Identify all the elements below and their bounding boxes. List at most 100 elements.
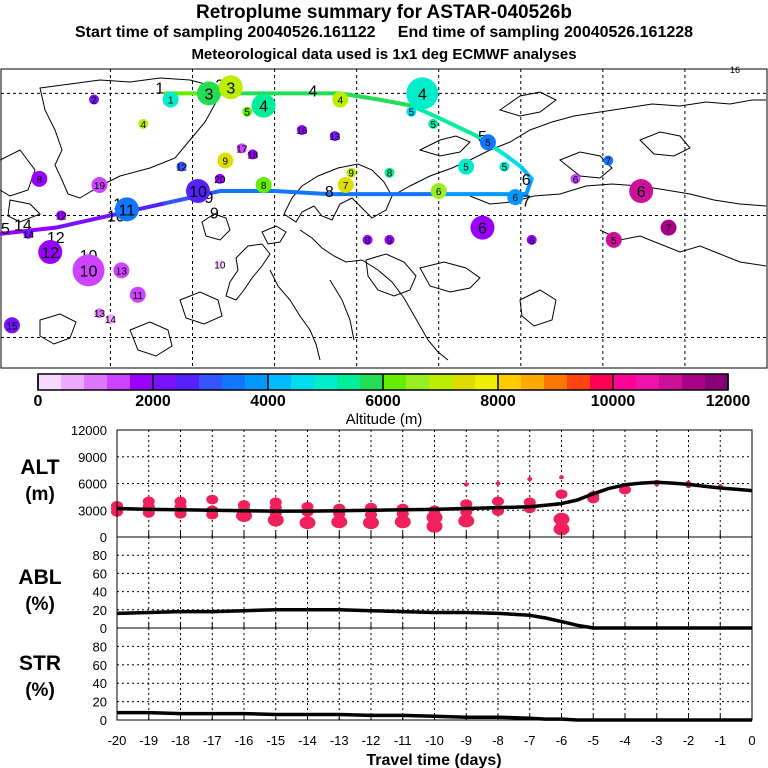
altitude-scatter-point — [174, 496, 187, 507]
trajectory-segment — [376, 97, 414, 108]
cluster-label: 6 — [573, 175, 579, 186]
cluster-marker — [217, 152, 234, 169]
colorbar-swatch — [107, 374, 131, 390]
cluster-label: 4 — [337, 96, 343, 107]
y-tick-label: 40 — [93, 585, 107, 600]
cluster-marker — [337, 176, 354, 193]
cluster-label: 12 — [56, 211, 68, 222]
x-tick-label: -15 — [266, 733, 285, 748]
cluster-marker — [89, 94, 100, 105]
cluster-marker — [138, 118, 149, 129]
cluster-label: 12 — [41, 245, 59, 262]
x-tick-label: -11 — [394, 733, 412, 748]
cluster-marker — [362, 234, 373, 245]
cluster-label: 20 — [214, 175, 226, 186]
cluster-label: 4 — [418, 86, 427, 103]
cluster-label: 15 — [6, 321, 18, 332]
colorbar-swatch — [406, 374, 430, 390]
str-panel-label: STR — [19, 652, 61, 675]
cluster-label: 14 — [105, 315, 117, 326]
trajectory-segment — [272, 189, 332, 197]
altitude-scatter-point — [269, 497, 282, 508]
cluster-label: 12 — [176, 163, 188, 174]
trajectory-day-label: 6 — [522, 172, 531, 189]
cluster-marker — [196, 81, 221, 106]
colorbar-swatch — [245, 374, 269, 390]
colorbar-swatch — [567, 374, 591, 390]
trajectory-segment — [338, 91, 381, 102]
colorbar-swatch — [268, 374, 292, 390]
trajectory-segment — [53, 213, 113, 230]
colorbar-swatch — [176, 374, 200, 390]
cluster-label: 7 — [666, 224, 672, 235]
x-tick-label: -7 — [524, 733, 536, 748]
cluster-label: 3 — [204, 86, 213, 103]
altitude-scatter-point — [460, 499, 473, 509]
cluster-label: 13 — [329, 132, 341, 143]
cluster-marker — [406, 77, 439, 110]
cluster-marker — [218, 75, 243, 100]
series-line — [116, 480, 753, 513]
colorbar-swatch — [222, 374, 246, 390]
colorbar-swatch — [659, 374, 683, 390]
colorbar-swatch — [84, 374, 108, 390]
y-tick-label: 40 — [93, 676, 107, 691]
cluster-marker — [129, 286, 146, 303]
cluster-marker — [214, 259, 225, 270]
cluster-label: 9 — [348, 169, 354, 180]
x-tick-label: -17 — [203, 733, 222, 748]
x-tick-label: -6 — [556, 733, 568, 748]
x-tick-label: -3 — [651, 733, 663, 748]
x-tick-label: -5 — [587, 733, 599, 748]
altitude-scatter-point — [426, 510, 443, 524]
y-tick-label: 0 — [100, 713, 107, 728]
y-tick-label: 0 — [100, 530, 107, 545]
trajectory-day-label: 15 — [0, 221, 10, 238]
x-axis-title: Travel time (days) — [366, 752, 501, 768]
x-tick-label: -9 — [460, 733, 472, 748]
cluster-marker — [428, 118, 439, 129]
cluster-label: 8 — [37, 175, 43, 186]
cluster-marker — [499, 161, 510, 172]
panel-1: 0 20 40 60 80 — [93, 536, 753, 636]
altitude-scatter-point — [463, 482, 469, 487]
cluster-label: 9 — [223, 157, 229, 168]
colorbar-swatch — [705, 374, 729, 390]
colorbar-swatch — [314, 374, 338, 390]
cluster-label: 18 — [247, 150, 259, 161]
altitude-colorbar: 0 2000 4000 6000 8000 10000 12000 — [34, 373, 751, 410]
cluster-label: 4 — [140, 120, 146, 131]
cluster-marker — [185, 179, 210, 204]
chart-title: Retroplume summary for ASTAR-040526b — [196, 2, 572, 23]
cluster-marker — [507, 189, 524, 206]
abl-panel-label: ABL — [18, 566, 61, 589]
colorbar-swatch — [613, 374, 637, 390]
altitude-scatter-point — [553, 512, 570, 526]
cluster-marker — [384, 234, 395, 245]
cluster-marker — [629, 179, 654, 204]
colorbar-tick-label: 8000 — [480, 393, 516, 410]
coastlines — [0, 77, 767, 361]
y-tick-label: 60 — [93, 658, 107, 673]
cluster-marker — [176, 161, 187, 172]
colorbar-swatch — [521, 374, 545, 390]
colorbar-swatch — [544, 374, 568, 390]
cluster-marker — [384, 167, 395, 178]
cluster-label: 13 — [116, 266, 128, 277]
cluster-marker — [214, 173, 225, 184]
colorbar-swatch — [130, 374, 154, 390]
trajectory-day-label: 8 — [325, 184, 334, 201]
cluster-label: 16 — [296, 126, 308, 137]
cluster-label: 11 — [119, 202, 136, 219]
end-time-label: End time of sampling 20040526.161228 — [397, 24, 694, 41]
x-tick-label: -8 — [492, 733, 504, 748]
colorbar-swatch — [291, 374, 315, 390]
altitude-scatter-point — [619, 484, 631, 495]
colorbar-tick-label: 2000 — [135, 393, 171, 410]
cluster-marker — [91, 176, 108, 193]
altitude-scatter-point — [426, 519, 443, 533]
colorbar-swatch — [337, 374, 361, 390]
colorbar-tick-label: 12000 — [706, 393, 751, 410]
